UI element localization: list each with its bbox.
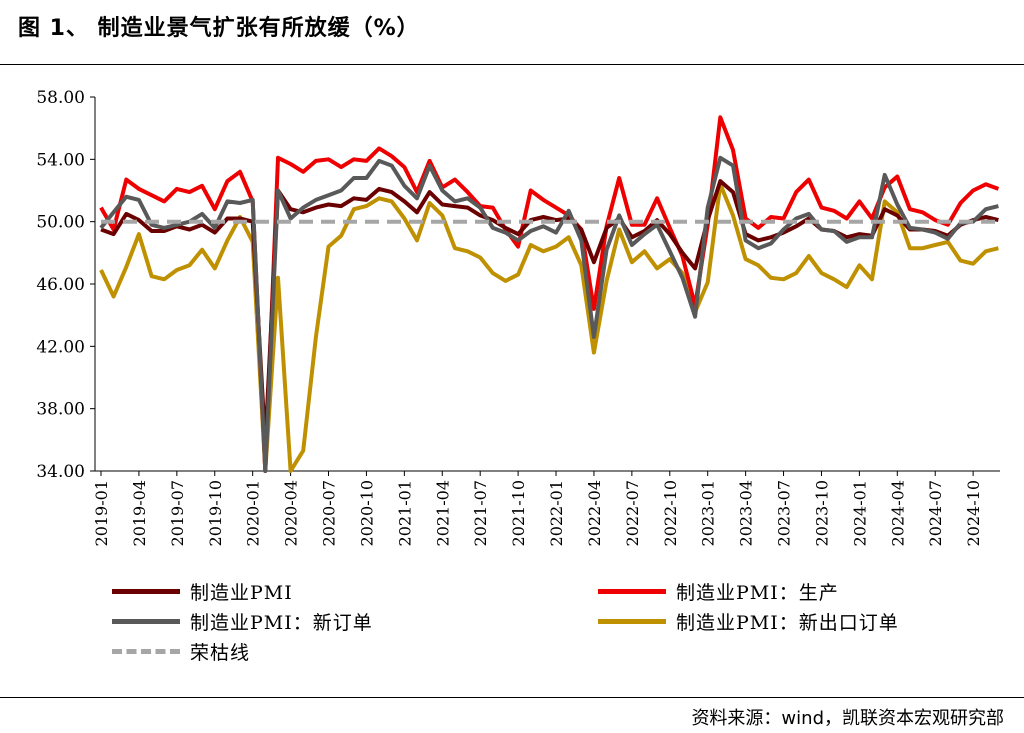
x-tick-label: 2024-07 — [926, 480, 945, 546]
y-tick-label: 50.00 — [36, 213, 85, 233]
x-tick-label: 2021-04 — [433, 480, 452, 546]
y-tick-label: 42.00 — [36, 337, 85, 357]
x-tick-label: 2023-10 — [812, 480, 831, 546]
x-tick-label: 2020-01 — [244, 480, 263, 546]
top-rule — [0, 64, 1024, 65]
x-tick-label: 2023-01 — [699, 480, 718, 546]
x-tick-label: 2022-10 — [661, 480, 680, 546]
x-tick-label: 2022-04 — [585, 480, 604, 546]
x-tick-label: 2021-07 — [471, 480, 490, 546]
x-tick-label: 2022-07 — [623, 480, 642, 546]
series-line-0 — [100, 179, 999, 447]
y-tick-label: 58.00 — [36, 88, 85, 108]
chart-title: 图 1、 制造业景气扩张有所放缓（%） — [18, 16, 420, 41]
x-tick-label: 2021-10 — [509, 480, 528, 546]
bottom-rule — [0, 697, 1024, 698]
x-tick-label: 2019-01 — [92, 480, 111, 546]
x-tick-label: 2022-01 — [547, 480, 566, 546]
x-tick-label: 2021-01 — [395, 480, 414, 546]
y-tick-label: 38.00 — [36, 400, 85, 420]
series-line-1 — [99, 115, 1000, 473]
x-tick-label: 2020-04 — [282, 480, 301, 546]
x-tick-label: 2019-07 — [168, 480, 187, 546]
x-tick-label: 2024-01 — [850, 480, 869, 546]
series-line-3 — [99, 182, 999, 473]
x-tick-label: 2020-07 — [320, 480, 339, 546]
series-line-2 — [99, 155, 999, 473]
y-tick-label: 34.00 — [36, 462, 85, 482]
x-tick-label: 2023-07 — [775, 480, 794, 546]
source-note: 资料来源：wind，凯联资本宏观研究部 — [691, 708, 1004, 729]
x-tick-label: 2024-04 — [888, 480, 907, 546]
x-tick-label: 2019-10 — [206, 480, 225, 546]
y-tick-label: 46.00 — [36, 275, 85, 295]
x-tick-label: 2024-10 — [964, 480, 983, 546]
x-tick-label: 2019-04 — [130, 480, 149, 546]
x-tick-label: 2020-10 — [357, 480, 376, 546]
x-tick-label: 2023-04 — [737, 480, 756, 546]
y-tick-label: 54.00 — [36, 150, 85, 170]
